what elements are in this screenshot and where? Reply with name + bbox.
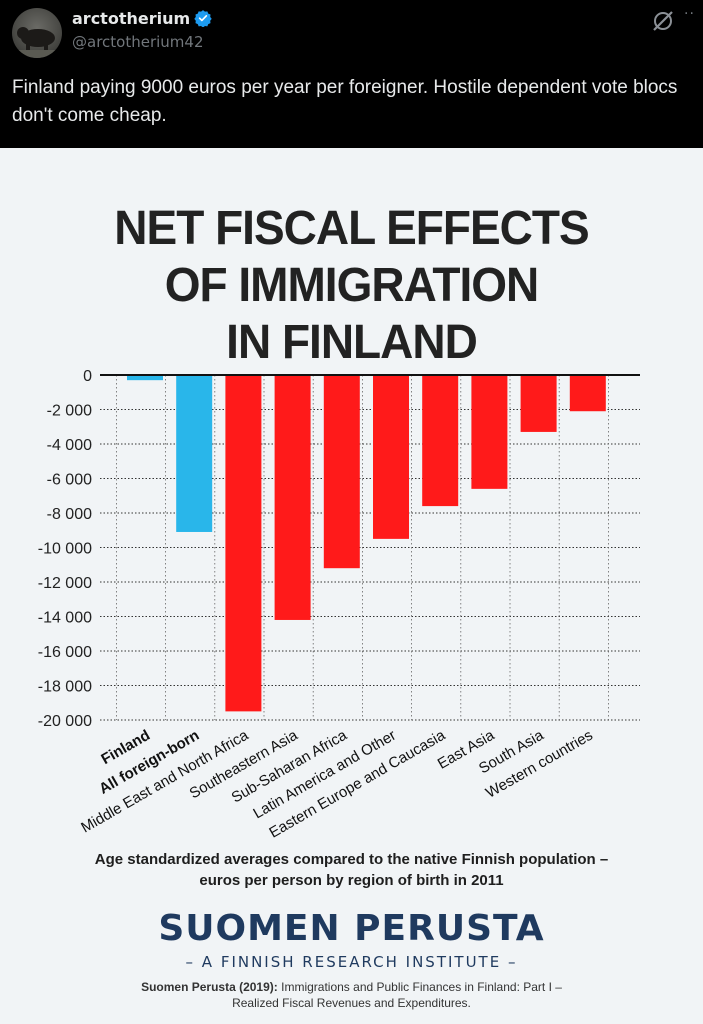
- brand-subtitle: – A FINNISH RESEARCH INSTITUTE –: [185, 953, 518, 971]
- display-name[interactable]: arctotherium: [72, 9, 212, 28]
- bar: [373, 375, 409, 539]
- bar: [323, 375, 360, 569]
- user-handle[interactable]: @arctotherium42: [72, 33, 204, 51]
- y-tick-label: -2 000: [47, 403, 92, 420]
- bar: [225, 375, 262, 712]
- verified-badge-icon: [194, 10, 212, 27]
- bear-avatar-icon: [12, 27, 62, 58]
- bar: [422, 375, 459, 507]
- chart-title-line-2: OF IMMIGRATION: [164, 256, 540, 312]
- y-tick-label: -8 000: [47, 506, 92, 523]
- bar: [569, 375, 606, 412]
- y-tick-label: -14 000: [38, 610, 92, 627]
- display-name-text: arctotherium: [72, 9, 191, 28]
- post-header: arctotherium @arctotherium42 ·· Finland …: [0, 0, 703, 148]
- bar-chart: 0 -2 000 -4 000 -6 000 -8 000 -10 000 -12 000 -…: [38, 368, 640, 842]
- y-tick-label: -18 000: [38, 679, 92, 696]
- grok-icon[interactable]: [650, 8, 676, 34]
- y-tick-label: 0: [83, 368, 92, 385]
- y-tick-label: -10 000: [38, 541, 92, 558]
- citation-line-1: Suomen Perusta (2019): Immigrations and …: [0, 979, 703, 995]
- avatar[interactable]: [12, 8, 62, 58]
- y-tick-label: -12 000: [38, 575, 92, 592]
- post-text: Finland paying 9000 euros per year per f…: [12, 77, 678, 126]
- bar: [127, 375, 163, 381]
- bar: [274, 375, 311, 620]
- chart-caption-line-2: euros per person by region of birth in 2…: [199, 872, 504, 889]
- bar: [520, 375, 557, 432]
- infographic-image: NET FISCAL EFFECTS OF IMMIGRATION IN FIN…: [0, 148, 703, 1024]
- chart-title-line-3: IN FINLAND: [226, 313, 478, 369]
- y-tick-label: -16 000: [38, 644, 92, 661]
- brand-name: SUOMEN PERUSTA: [158, 908, 545, 949]
- citation-title: Immigrations and Public Finances in Finl…: [281, 980, 562, 994]
- bar: [176, 375, 213, 532]
- citation-line-2: Realized Fiscal Revenues and Expenditure…: [232, 996, 471, 1010]
- y-tick-label: -20 000: [38, 713, 92, 730]
- more-icon[interactable]: ··: [684, 6, 695, 22]
- chart-title-line-1: NET FISCAL EFFECTS: [114, 199, 589, 255]
- citation-author: Suomen Perusta (2019):: [141, 980, 278, 994]
- chart-caption-line-1: Age standardized averages compared to th…: [94, 851, 609, 868]
- y-tick-label: -6 000: [47, 472, 92, 489]
- bar: [471, 375, 508, 489]
- y-tick-label: -4 000: [47, 437, 92, 454]
